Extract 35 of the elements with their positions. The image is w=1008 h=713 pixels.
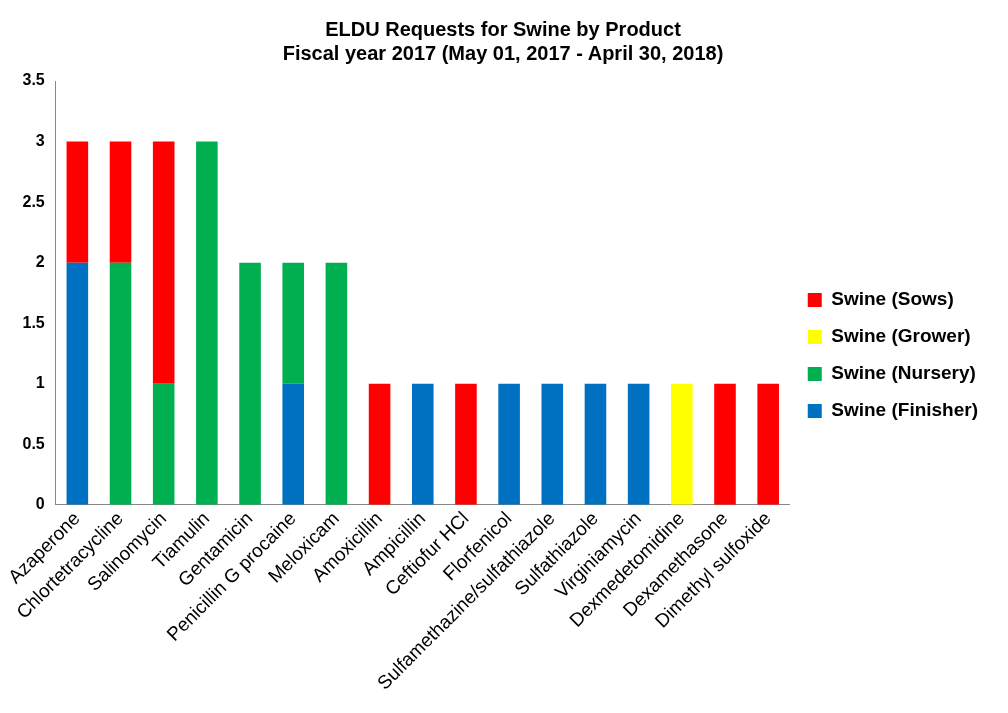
bar (282, 383, 305, 505)
bar (541, 383, 564, 505)
bar (411, 383, 434, 505)
legend-label: Swine (Nursery) (831, 362, 976, 384)
legend-label: Swine (Finisher) (831, 399, 979, 421)
y-tick-label: 0 (35, 495, 45, 513)
y-tick-label: 1.5 (22, 313, 45, 331)
bar (714, 383, 736, 505)
bar (282, 262, 305, 384)
bar (498, 383, 520, 505)
bar (109, 262, 132, 505)
bar (66, 141, 89, 263)
bar (109, 141, 132, 263)
bar (584, 383, 607, 505)
chart-subtitle: Fiscal year 2017 (May 01, 2017 - April 30, 2018) (282, 41, 724, 64)
y-tick-label: 0.5 (22, 434, 45, 452)
bar (757, 383, 779, 505)
y-tick-label: 3.5 (22, 71, 45, 89)
y-tick-label: 2 (35, 253, 45, 271)
bar (239, 262, 261, 505)
bar (671, 383, 693, 505)
legend-label: Swine (Sows) (831, 288, 954, 310)
bar (627, 383, 650, 505)
bar (196, 141, 218, 505)
bar (368, 383, 391, 505)
bar (152, 141, 175, 384)
chart-title: ELDU Requests for Swine by Product (325, 17, 682, 40)
legend-label: Swine (Grower) (831, 325, 971, 347)
bar (325, 262, 348, 505)
y-tick-label: 3 (35, 131, 45, 149)
bar (455, 383, 477, 505)
bar (152, 383, 175, 505)
y-tick-label: 1 (35, 374, 45, 392)
y-tick-label: 2.5 (22, 192, 45, 210)
bar (66, 262, 89, 505)
